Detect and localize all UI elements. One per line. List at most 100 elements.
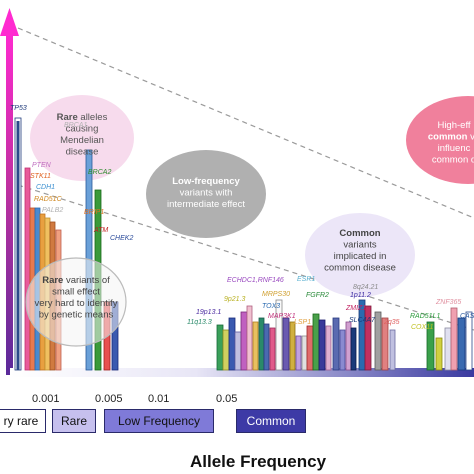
bar [275,299,283,371]
gene-label: COX11 [411,324,434,331]
bar [364,305,372,371]
gene-label: CHEK2 [110,235,133,242]
gene-label: PTEN [32,162,52,169]
gene-label: ZNF365 [435,299,461,306]
bubble-text-low-frequency: Low-frequency [172,176,240,187]
legend-low-frequency: Low Frequency [104,409,214,433]
gene-label: RAD51C [34,196,63,203]
bubble-text-common: Common [339,228,380,239]
bubble-text-low-frequency: intermediate effect [167,199,245,210]
bubble-common-high-effect [406,96,474,184]
bar [289,321,296,371]
bar [306,325,314,371]
bar [339,329,346,371]
bubble-text-rare-small-effect: small effect [52,287,100,298]
bubble-text-low-frequency: variants with [180,188,233,199]
bar [332,317,340,371]
bubble-text-rare-mendelian: Mendelian [60,135,104,146]
gene-label: 19p13.1 [196,309,221,316]
bar [450,307,458,371]
bar [325,325,332,371]
gene-label: ATM [93,227,108,234]
bubble-text-rare-small-effect: very hard to identify [35,298,118,309]
bar [263,323,270,371]
bubble-text-rare-mendelian: disease [66,147,99,158]
x-tick-005: 0.05 [216,393,237,405]
gene-label: PALB2 [42,207,63,214]
gene-label: SLC4A7 [349,317,376,324]
legend-rare: Rare [52,409,96,433]
gene-label: 1p11.2 [350,292,371,299]
bubble-common-variants [305,213,415,297]
gene-label: TP53 [10,105,27,112]
bubble-text-common: variants [343,240,377,251]
bar [258,317,265,371]
bar [222,329,230,371]
bubble-rare-mendelian [30,95,134,181]
bar [345,321,352,371]
bubble-text-rare-mendelian: causing [66,124,99,135]
bar [16,121,20,370]
x-axis-title: Allele Frequency [190,452,327,471]
gene-label: 9p21.3 [224,296,246,303]
bar [374,311,382,371]
bubble-text-high-effect: influenc [438,143,471,154]
bar [389,329,396,371]
bar [228,317,236,371]
bubble-text-high-effect: common d [432,155,474,166]
bubble-text-rare-small-effect: Rare variants of [42,275,110,286]
gene-label: ESR1 [297,276,315,283]
gene-label: LSP1 [294,319,311,326]
bubble-text-common: implicated in [334,251,387,262]
gene-label: ZMIZ1 [345,305,366,312]
lower-guide-line [17,184,474,331]
gene-label: 2q35 [383,319,400,326]
bar [24,167,31,371]
gene-label: MAP3K1 [268,313,296,320]
bar [269,327,276,371]
bar [295,335,302,371]
bar [457,317,466,371]
gene-label: TOX3 [262,303,280,310]
gene-label: ECHDC1,RNF146 [227,277,284,284]
gene-label: FGFR2 [306,292,329,299]
bar [240,311,248,371]
bar [381,317,389,371]
legend-very-rare: ry rare [0,409,46,433]
gene-label: BRCA1 [64,122,87,129]
bubble-text-high-effect: common va [428,132,474,143]
bar [426,321,435,371]
gene-label: BRCA2 [88,169,111,176]
bar [234,331,242,371]
gene-label: RAD51L1 [410,313,440,320]
bar [282,317,290,371]
x-axis-band [10,368,474,377]
bar [312,313,320,371]
bar [301,335,308,371]
gene-label: 8q24.21 [353,284,378,291]
upper-guide-line [17,27,474,219]
bubble-rare-small-effect [25,257,127,347]
x-tick-001: 0.01 [148,393,169,405]
bar [350,327,357,371]
y-axis-arrowhead [0,8,19,36]
bar [444,327,452,371]
bubble-text-rare-mendelian: Rare alleles [57,112,108,123]
bar [252,321,259,371]
bar [216,324,224,371]
gene-label: STK11 [30,173,51,180]
gene-label: MRPS30 [262,291,290,298]
gene-label: BRIP1 [84,209,104,216]
bubble-text-rare-small-effect: by genetic means [39,310,114,321]
bubble-text-common: common disease [324,263,396,274]
x-tick-0005: 0.005 [95,393,123,405]
y-axis-bar [6,30,13,375]
gene-label: CDH1 [36,184,55,191]
bar [465,311,473,371]
gene-label: CAS [460,313,474,320]
bar [435,337,443,371]
x-tick-0001: 0.001 [32,393,60,405]
legend-common: Common [236,409,306,433]
bar [246,305,253,371]
